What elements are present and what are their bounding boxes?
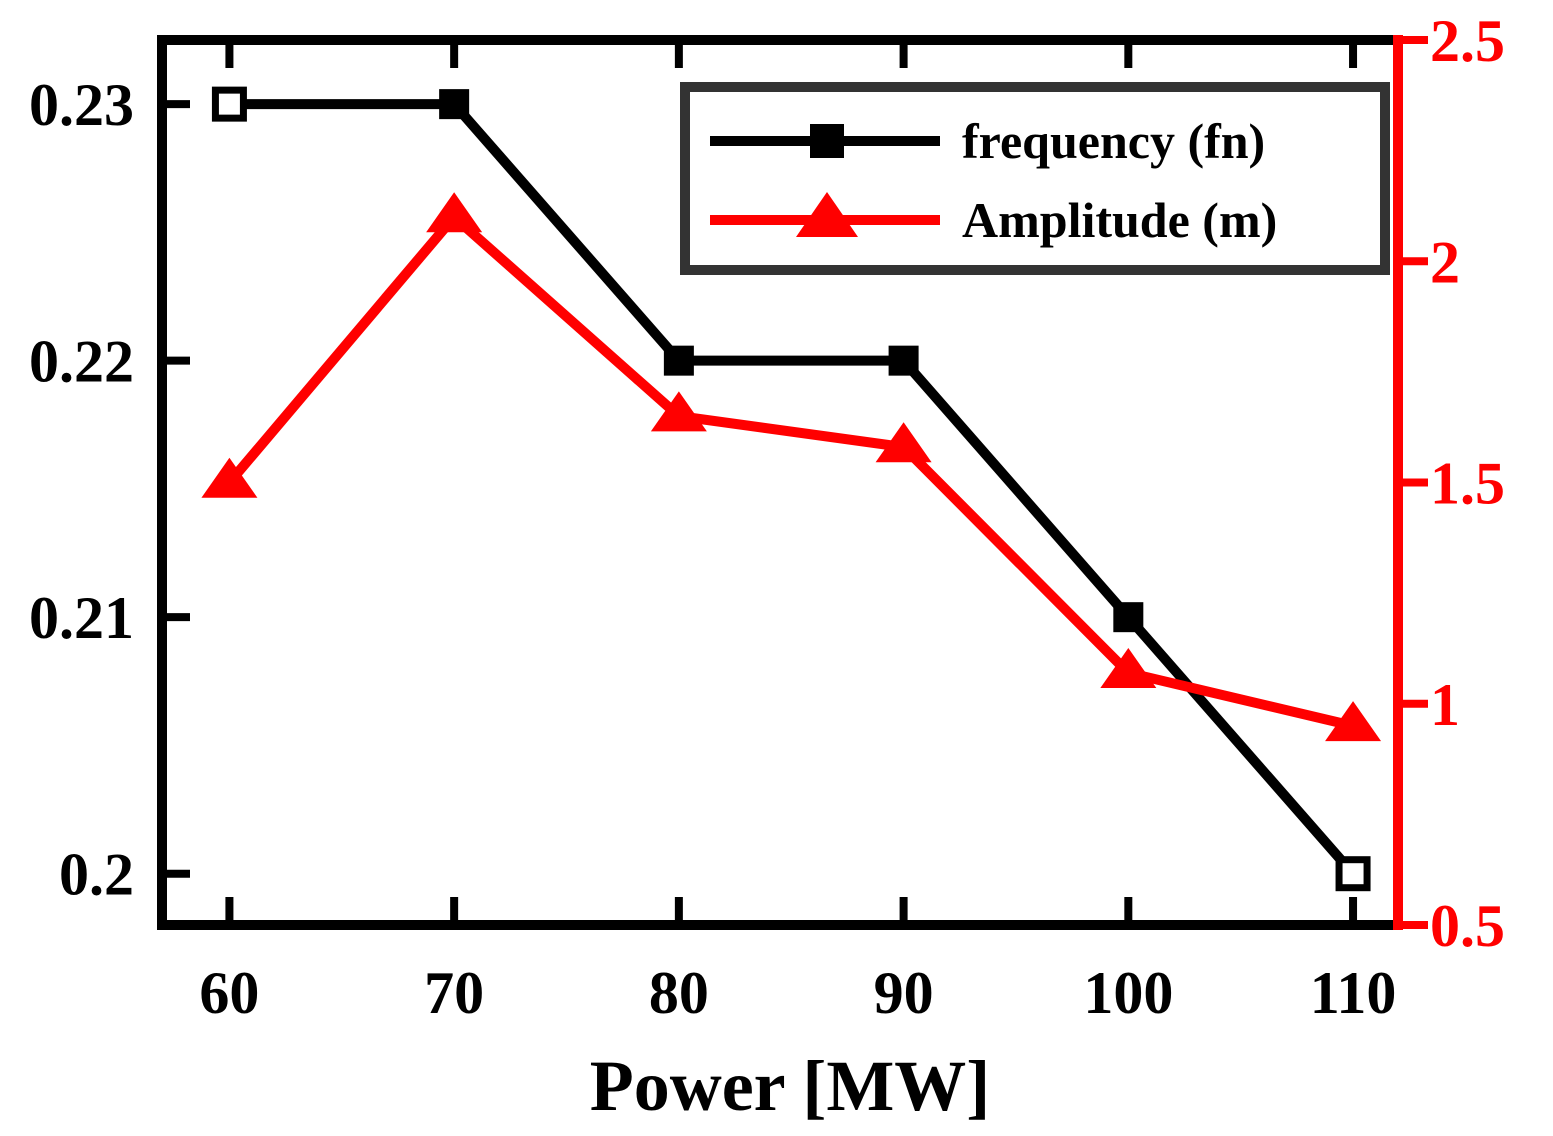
frequency-point xyxy=(663,345,694,376)
amplitude-point xyxy=(426,192,483,233)
frequency-point xyxy=(888,345,919,376)
x-tick-label: 60 xyxy=(199,960,259,1026)
amplitude-point xyxy=(201,457,258,498)
series-line-frequency xyxy=(229,99,1357,877)
x-tick-label: 70 xyxy=(424,960,484,1026)
y-tick-label: 0.2 xyxy=(59,842,134,908)
amplitude-point xyxy=(1325,701,1382,742)
y2-tick-label: 1.5 xyxy=(1430,451,1505,517)
x-tick-label: 80 xyxy=(649,960,709,1026)
series-line-amplitude xyxy=(225,209,1355,731)
series-layer xyxy=(201,86,1382,892)
amplitude-point xyxy=(650,391,707,432)
x-axis-title: Power [MW] xyxy=(590,1046,991,1126)
legend-marker-triangle xyxy=(796,192,858,237)
y2-tick-label: 2.5 xyxy=(1430,8,1505,74)
frequency-point xyxy=(211,86,247,122)
x-tick-label: 100 xyxy=(1083,960,1173,1026)
x-tick-label: 110 xyxy=(1310,960,1397,1026)
legend: frequency (fn) Amplitude (m) xyxy=(680,82,1390,275)
legend-marker-square xyxy=(810,124,844,158)
ticks-layer: 60 70 80 90 100 110 0.2 0.21 0.22 0.23 0.5 1 1.5 2 2.5 xyxy=(29,8,1505,1026)
y-tick-label: 0.23 xyxy=(29,72,134,138)
frequency-point xyxy=(439,89,470,120)
x-tick-label: 90 xyxy=(874,960,934,1026)
legend-label-amplitude: Amplitude (m) xyxy=(962,192,1277,248)
frequency-point xyxy=(1335,856,1371,892)
y-tick-label: 0.21 xyxy=(29,585,134,651)
y2-tick-label: 0.5 xyxy=(1430,893,1505,959)
legend-label-frequency: frequency (fn) xyxy=(962,113,1265,169)
legend-box xyxy=(680,82,1390,275)
y2-tick-label: 2 xyxy=(1430,229,1460,295)
amplitude-point xyxy=(1100,647,1157,688)
y-tick-label: 0.22 xyxy=(29,329,134,395)
amplitude-point xyxy=(875,422,932,463)
y2-tick-label: 1 xyxy=(1430,672,1460,738)
frequency-point xyxy=(1113,602,1144,633)
